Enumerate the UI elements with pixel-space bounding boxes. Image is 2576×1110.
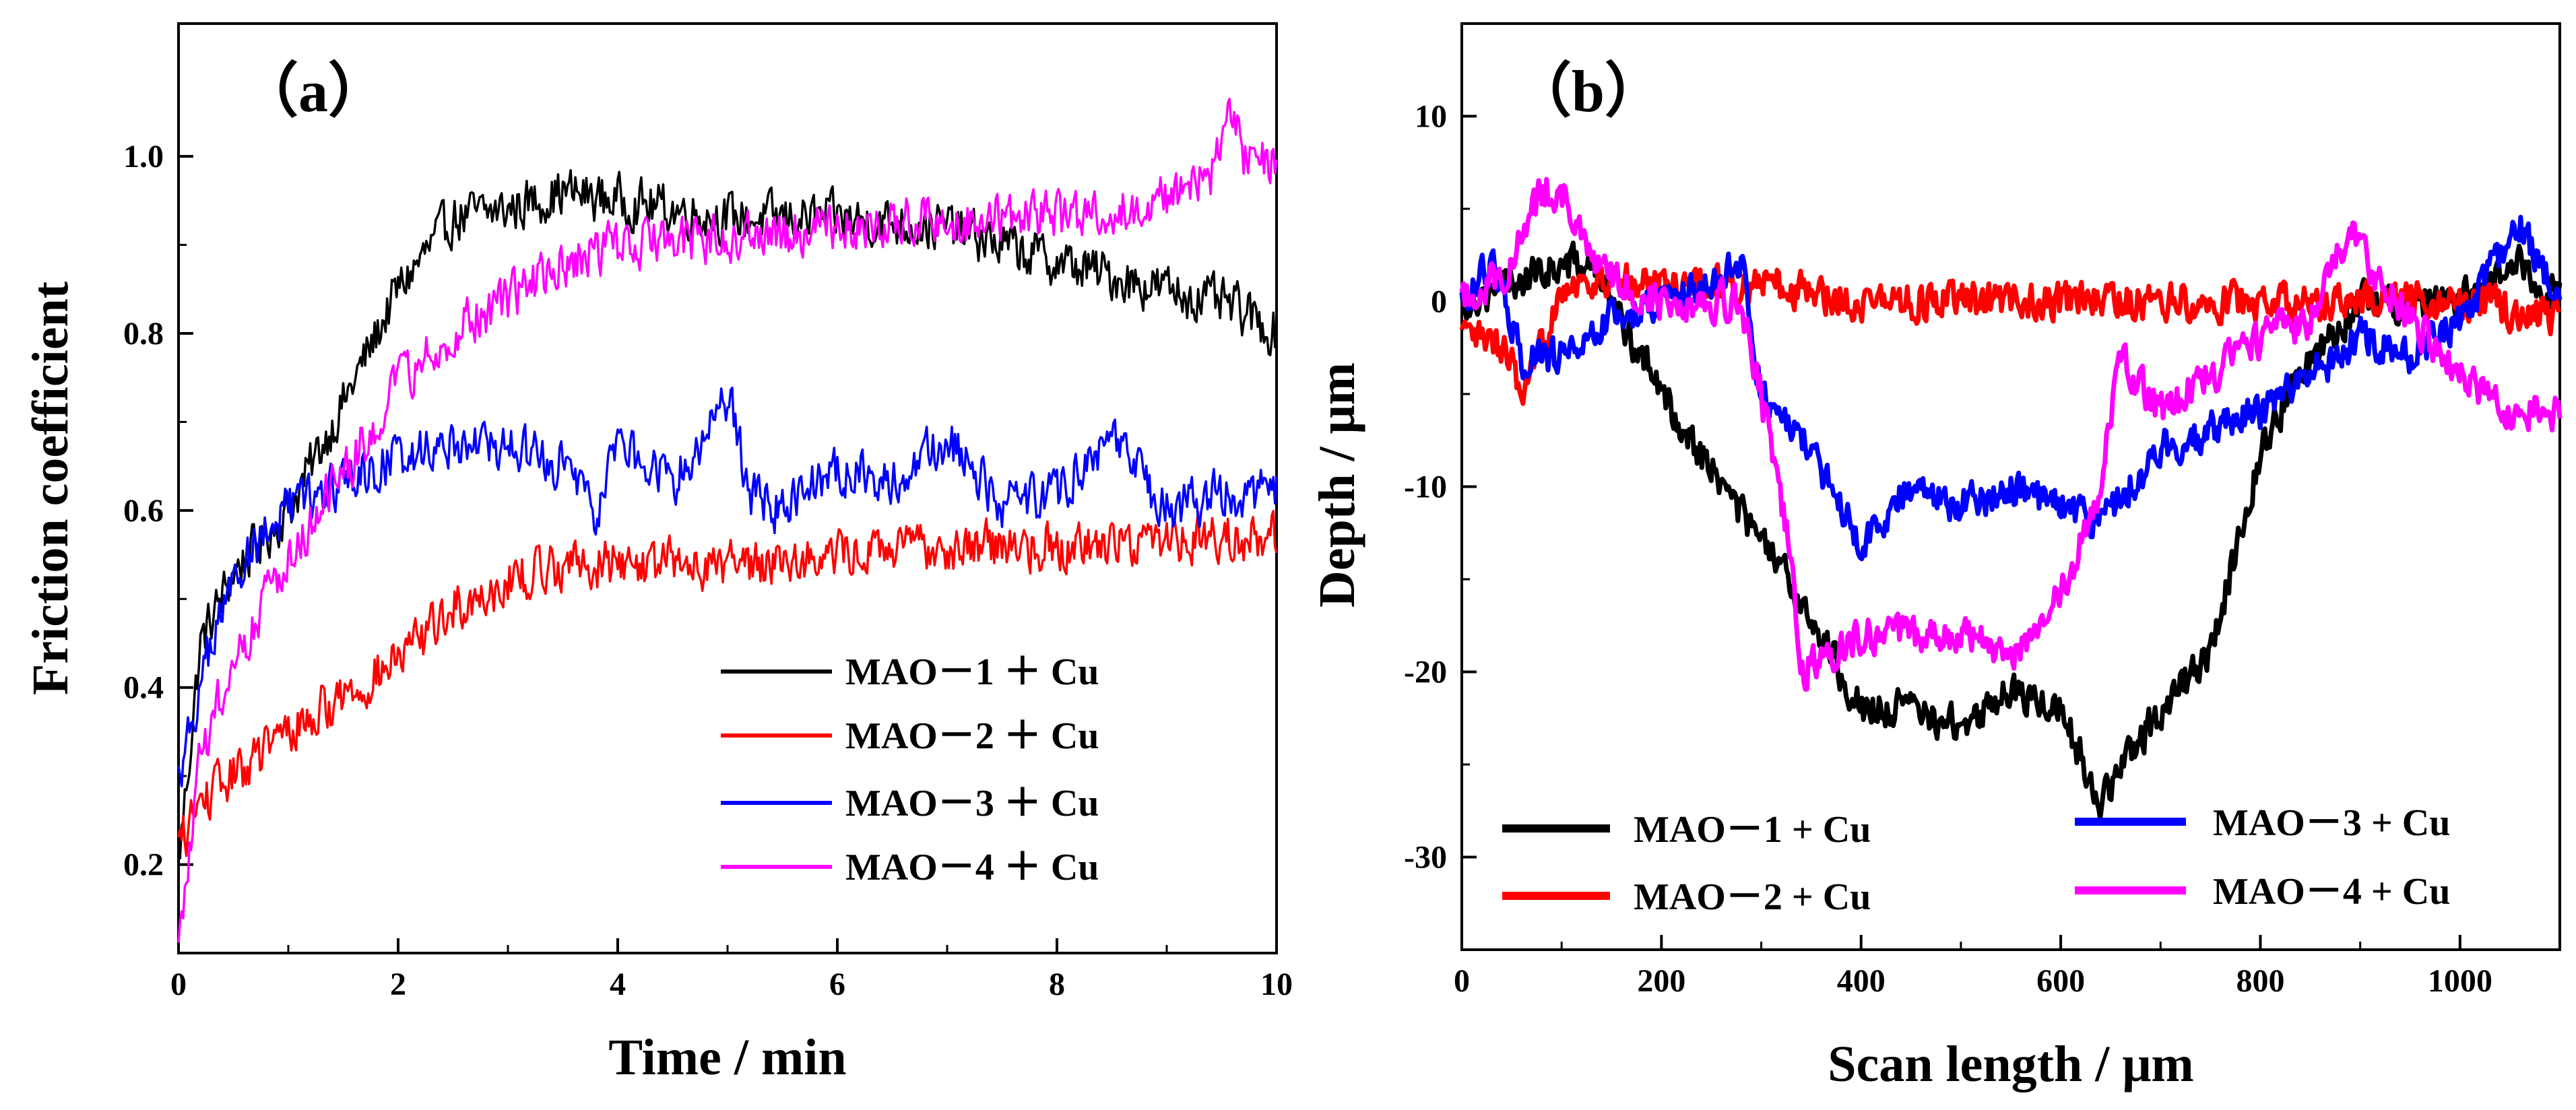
legend-b-label-4: MAO－4 + Cu [2213,871,2450,913]
panel-a-series-group [177,98,1278,943]
b-series-line-2 [1459,262,2562,406]
a-x-tick-label: 4 [610,967,626,1002]
legend-b-label-1: MAO－1 + Cu [1634,809,1871,851]
panel-b-label: （b） [1512,59,1664,125]
panel-a-plot-frame [177,22,1278,954]
a-series-line-1 [177,169,1278,860]
panel-b-axis-ticks: 0 200 400 600 800 1000 -30 -20 -10 0 10 [1404,99,2492,1000]
panel-b-x-axis-title: Scan length / μm [1828,1036,2193,1092]
a-series-line-4 [177,98,1278,943]
b-y-tick-label: 10 [1415,99,1447,135]
a-x-tick-label: 10 [1260,967,1293,1002]
a-y-tick-label: 0.8 [123,316,164,352]
b-x-tick-label: 0 [1454,963,1470,999]
legend-a-label-2: MAO－2 ＋ Cu [845,715,1099,757]
a-x-tick-label: 2 [390,967,406,1002]
a-x-tick-label: 8 [1049,967,1065,1002]
legend-a-label-3: MAO－3 ＋ Cu [845,783,1099,824]
b-x-tick-label: 600 [2036,963,2085,999]
b-x-tick-label: 800 [2236,963,2284,999]
panel-b-depth-chart: 0 200 400 600 800 1000 -30 -20 -10 0 10 （b） Scan l… [1309,22,2563,1092]
legend-a-label-4: MAO－4 ＋ Cu [845,847,1099,888]
a-series-line-3 [177,386,1278,788]
panel-a-legend: MAO－1 ＋ Cu MAO－2 ＋ Cu MAO－3 ＋ Cu MAO－4 ＋… [721,651,1099,888]
a-y-tick-label: 0.2 [123,847,164,883]
b-y-tick-label: 0 [1431,284,1447,320]
a-y-tick-label: 0.6 [123,493,164,529]
b-series-line-4 [1459,176,2563,692]
a-y-tick-label: 0.4 [123,670,164,706]
panel-b-y-axis-title: Depth / μm [1309,362,1365,608]
a-series-line-2 [177,510,1278,857]
a-y-tick-label: 1.0 [123,139,164,174]
panel-a-x-axis-title: Time / min [608,1029,846,1086]
legend-a-label-1: MAO－1 ＋ Cu [845,651,1099,693]
b-x-tick-label: 400 [1837,963,1886,999]
legend-b-label-2: MAO－2 + Cu [1634,876,1871,918]
b-y-tick-label: -20 [1404,655,1447,690]
b-x-tick-label: 1000 [2428,963,2492,999]
panel-a-y-axis-title: Friction coefficient [22,282,79,695]
a-x-tick-label: 6 [829,967,845,1002]
b-x-tick-label: 200 [1637,963,1685,999]
b-y-tick-label: -30 [1404,840,1447,876]
b-y-tick-label: -10 [1404,469,1447,505]
panel-a-friction-chart: 0 2 4 6 8 10 0.2 0.4 0.6 0.8 1.0 （a） Time / min Fr… [22,22,1293,1086]
legend-b-label-3: MAO－3 + Cu [2213,802,2450,844]
b-series-line-1 [1459,240,2563,821]
a-x-tick-label: 0 [170,967,187,1002]
panel-b-legend: MAO－1 + Cu MAO－2 + Cu MAO－3 + Cu MAO－4 +… [1502,802,2450,918]
panel-b-series-group [1459,176,2563,821]
panel-a-axis-ticks: 0 2 4 6 8 10 0.2 0.4 0.6 0.8 1.0 [123,139,1293,1002]
panel-a-label: （a） [239,59,387,125]
